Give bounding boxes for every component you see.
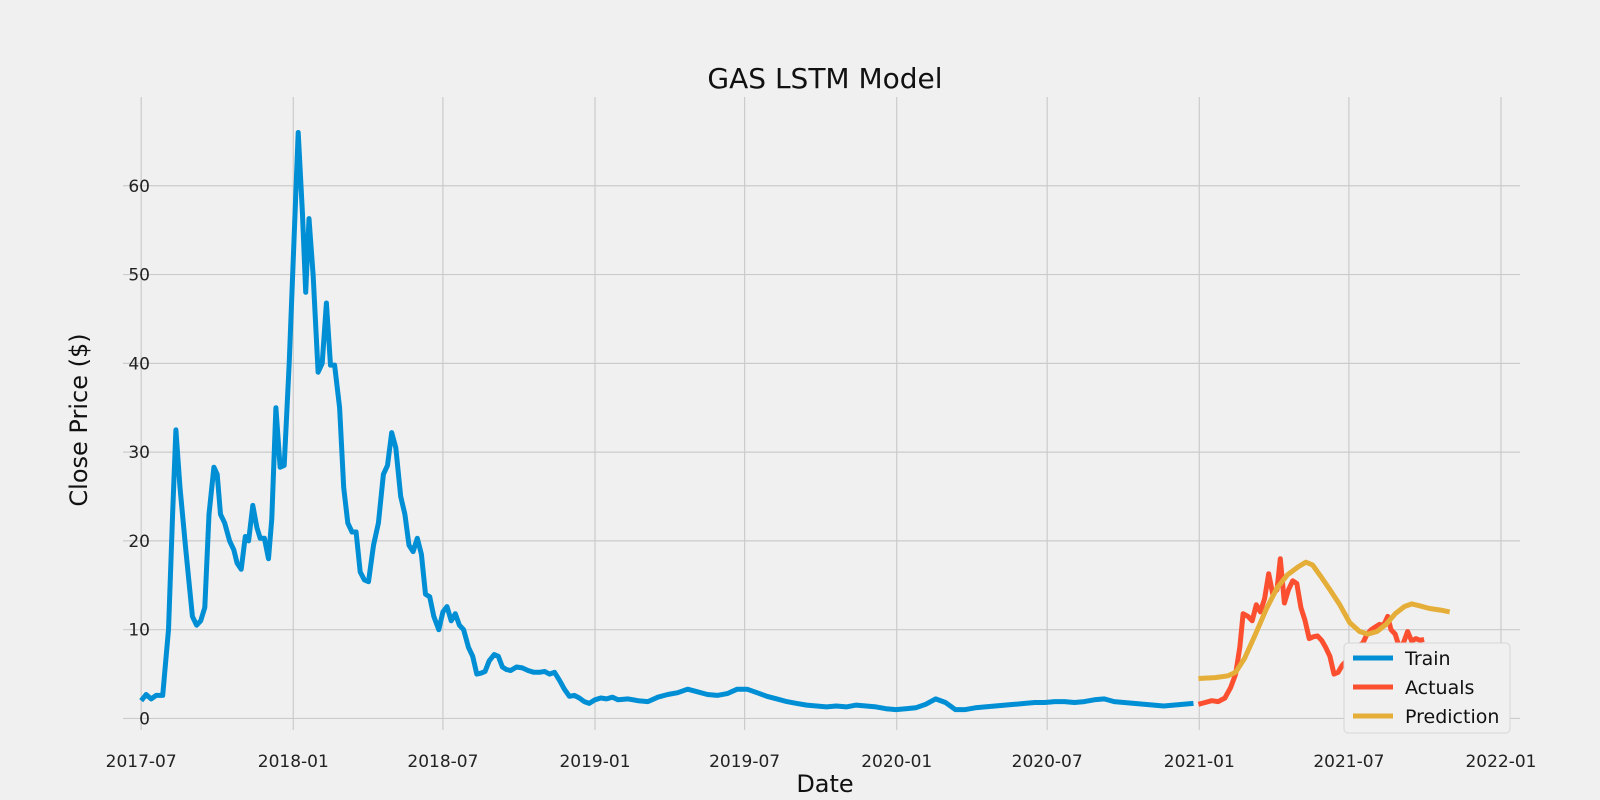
legend-label-train: Train: [1404, 648, 1451, 670]
x-tick-label: 2019-07: [709, 752, 780, 772]
x-tick-label: 2017-07: [106, 752, 177, 772]
legend-label-actuals: Actuals: [1405, 677, 1474, 699]
x-tick-label: 2021-07: [1313, 752, 1384, 772]
series-line-prediction: [1198, 559, 1451, 681]
tick-labels: 0 10 20 30 40 50 60 2017-07 2018-01 2018-07 2019-0…: [106, 177, 1537, 772]
y-tick-label: 20: [128, 532, 150, 552]
legend-label-prediction: Prediction: [1405, 706, 1499, 728]
series-lines: [139, 130, 1451, 713]
x-tick-label: 2020-07: [1012, 752, 1083, 772]
chart-title: GAS LSTM Model: [707, 62, 942, 95]
y-axis-label: Close Price ($): [65, 333, 93, 506]
x-tick-label: 2019-01: [559, 752, 630, 772]
y-tick-label: 0: [139, 709, 150, 729]
x-tick-label: 2022-01: [1465, 752, 1536, 772]
x-tick-label: 2018-01: [258, 752, 329, 772]
x-tick-label: 2021-01: [1164, 752, 1235, 772]
series-line-train: [139, 130, 1194, 713]
x-axis-label: Date: [796, 770, 853, 798]
y-tick-label: 10: [128, 621, 150, 641]
y-tick-label: 40: [128, 354, 150, 374]
y-tick-label: 60: [128, 177, 150, 197]
legend-box: [1343, 642, 1511, 734]
y-tick-label: 50: [128, 266, 150, 286]
x-tick-label: 2020-01: [861, 752, 932, 772]
x-tick-label: 2018-07: [407, 752, 478, 772]
y-tick-label: 30: [128, 443, 150, 463]
legend: Train Actuals Prediction: [1343, 642, 1511, 734]
